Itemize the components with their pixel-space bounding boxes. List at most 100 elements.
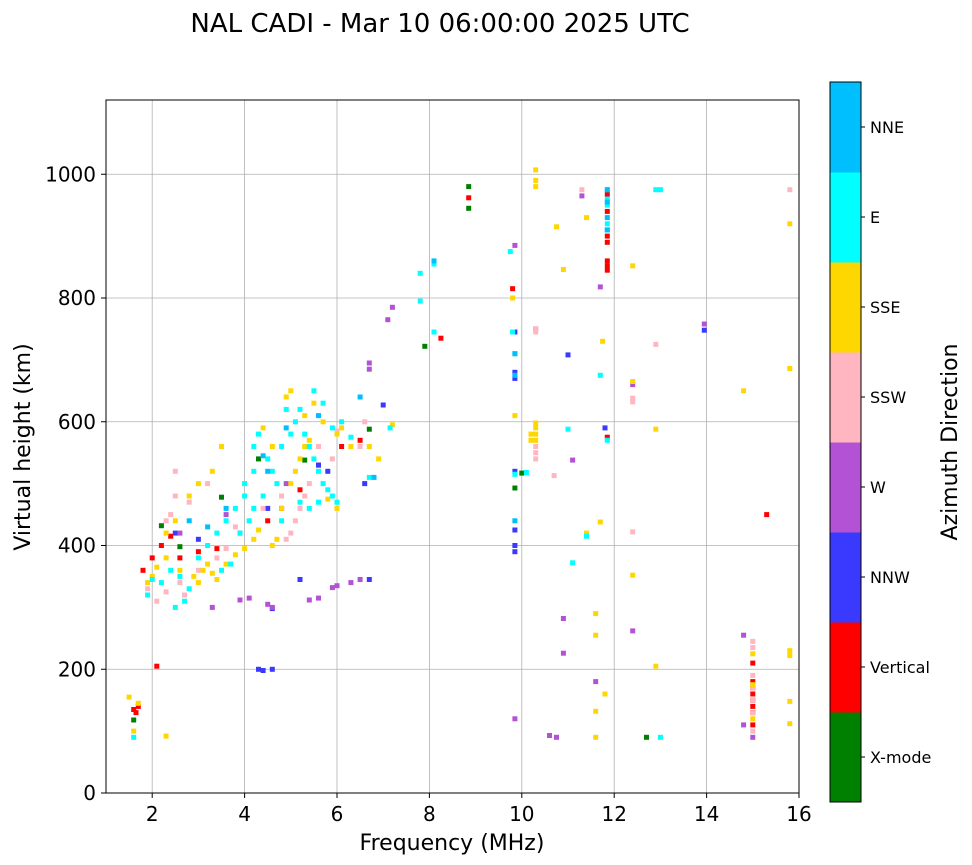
data-point bbox=[168, 512, 174, 518]
data-point bbox=[205, 561, 211, 567]
data-point bbox=[348, 580, 354, 586]
data-point bbox=[135, 700, 141, 706]
data-point bbox=[163, 733, 169, 739]
data-point bbox=[265, 505, 271, 511]
data-point bbox=[750, 691, 756, 697]
data-point bbox=[597, 372, 603, 378]
data-point bbox=[205, 524, 211, 530]
data-point bbox=[604, 434, 610, 440]
data-point bbox=[593, 679, 599, 685]
colorbar-frame bbox=[829, 81, 862, 803]
data-point bbox=[750, 716, 756, 722]
data-point bbox=[145, 580, 151, 586]
data-point bbox=[357, 394, 363, 400]
data-point bbox=[593, 708, 599, 714]
data-point bbox=[145, 586, 151, 592]
data-point bbox=[600, 338, 606, 344]
data-point bbox=[653, 426, 659, 432]
data-point bbox=[195, 549, 201, 555]
data-point bbox=[292, 468, 298, 474]
data-point bbox=[512, 369, 518, 375]
data-point bbox=[260, 425, 266, 431]
data-point bbox=[265, 601, 271, 607]
y-tick-label: 400 bbox=[58, 534, 96, 558]
data-point bbox=[630, 529, 636, 535]
colorbar-label: Azimuth Direction bbox=[938, 343, 963, 540]
data-point bbox=[205, 481, 211, 487]
data-point bbox=[510, 295, 516, 301]
data-point bbox=[512, 375, 518, 381]
data-point bbox=[209, 468, 215, 474]
data-point bbox=[316, 499, 321, 505]
data-point bbox=[604, 437, 610, 443]
data-point bbox=[593, 611, 599, 617]
colorbar-segment bbox=[830, 622, 861, 713]
data-point bbox=[604, 199, 610, 205]
data-point bbox=[604, 202, 610, 208]
data-point bbox=[565, 426, 571, 432]
data-point bbox=[246, 518, 252, 524]
data-point bbox=[604, 215, 610, 221]
data-point bbox=[177, 567, 183, 573]
data-point bbox=[306, 597, 312, 603]
data-point bbox=[306, 505, 312, 511]
data-point bbox=[329, 493, 335, 499]
plot-background bbox=[106, 100, 799, 793]
data-point bbox=[357, 577, 363, 582]
data-point bbox=[288, 530, 294, 536]
data-point bbox=[584, 215, 589, 221]
data-point bbox=[297, 406, 303, 412]
data-point bbox=[163, 555, 169, 561]
data-point bbox=[232, 552, 238, 558]
colorbar-tick-label: SSE bbox=[870, 298, 900, 317]
data-point bbox=[274, 481, 280, 487]
y-axis-ticks: 0 200 400 600 800 1000 bbox=[45, 162, 106, 805]
colorbar-segment bbox=[830, 442, 861, 533]
data-point bbox=[329, 425, 335, 431]
data-point bbox=[512, 543, 518, 548]
data-point bbox=[554, 224, 559, 230]
y-tick-label: 1000 bbox=[45, 162, 96, 186]
data-point bbox=[163, 589, 169, 595]
data-point bbox=[560, 650, 566, 656]
data-point bbox=[389, 422, 395, 428]
data-point bbox=[597, 284, 603, 290]
data-point bbox=[750, 697, 756, 703]
data-point bbox=[316, 468, 321, 474]
data-point bbox=[644, 734, 649, 740]
data-point bbox=[657, 734, 663, 740]
data-point bbox=[232, 505, 238, 511]
data-point bbox=[200, 567, 206, 573]
data-point bbox=[325, 468, 331, 474]
series-e bbox=[131, 187, 663, 740]
data-point bbox=[348, 434, 354, 440]
data-point bbox=[145, 592, 151, 598]
x-tick-label: 6 bbox=[331, 802, 344, 826]
x-tick-label: 10 bbox=[509, 802, 534, 826]
data-point bbox=[311, 400, 317, 406]
data-point bbox=[750, 710, 756, 716]
data-point bbox=[306, 437, 312, 443]
data-point bbox=[168, 533, 174, 539]
x-tick-label: 4 bbox=[238, 802, 251, 826]
data-point bbox=[177, 544, 183, 550]
data-point bbox=[283, 536, 289, 542]
data-point bbox=[260, 505, 266, 511]
data-point bbox=[269, 604, 275, 610]
data-point bbox=[131, 717, 137, 723]
data-point bbox=[787, 366, 793, 371]
data-point bbox=[533, 329, 539, 335]
data-point bbox=[602, 691, 608, 697]
data-point bbox=[186, 493, 192, 499]
data-point bbox=[172, 530, 178, 536]
data-point bbox=[279, 505, 285, 511]
data-point bbox=[311, 388, 317, 394]
data-point bbox=[787, 648, 793, 654]
data-point bbox=[158, 580, 164, 586]
data-point bbox=[274, 536, 280, 542]
data-point bbox=[787, 187, 793, 193]
data-point bbox=[357, 444, 363, 449]
data-point bbox=[260, 493, 266, 499]
data-point bbox=[149, 573, 155, 579]
data-point bbox=[750, 685, 756, 691]
